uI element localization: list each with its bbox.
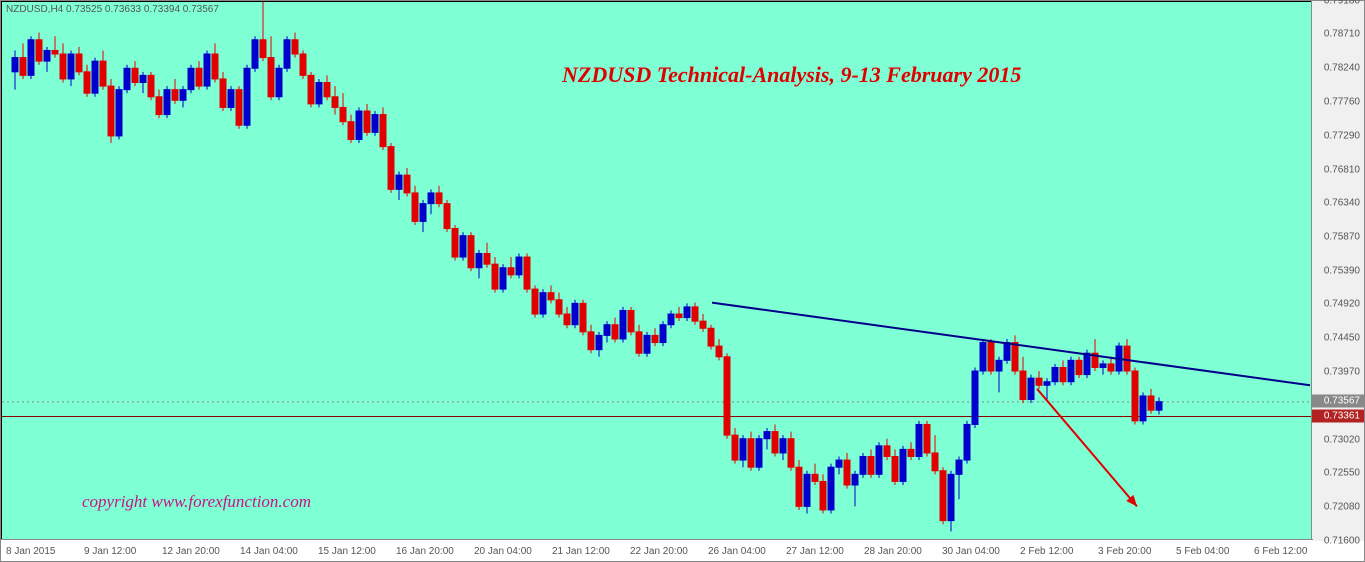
y-tick: 0.78240 bbox=[1324, 62, 1360, 73]
y-tick: 0.75390 bbox=[1324, 266, 1360, 277]
y-tick: 0.78710 bbox=[1324, 29, 1360, 40]
x-tick: 21 Jan 12:00 bbox=[552, 546, 610, 557]
y-tick: 0.77290 bbox=[1324, 130, 1360, 141]
y-tick: 0.79180 bbox=[1324, 0, 1360, 7]
y-tick: 0.72550 bbox=[1324, 468, 1360, 479]
x-tick: 16 Jan 20:00 bbox=[396, 546, 454, 557]
y-tick: 0.73361 bbox=[1312, 409, 1364, 422]
x-tick: 8 Jan 2015 bbox=[6, 546, 56, 557]
x-tick: 28 Jan 20:00 bbox=[864, 546, 922, 557]
ticker-label: NZDUSD,H4 0.73525 0.73633 0.73394 0.7356… bbox=[6, 4, 219, 15]
y-tick: 0.73970 bbox=[1324, 367, 1360, 378]
x-tick: 5 Feb 04:00 bbox=[1176, 546, 1229, 557]
y-tick: 0.76810 bbox=[1324, 164, 1360, 175]
x-tick: 27 Jan 12:00 bbox=[786, 546, 844, 557]
chart-title: NZDUSD Technical-Analysis, 9-13 February… bbox=[562, 62, 1021, 88]
x-tick: 6 Feb 12:00 bbox=[1254, 546, 1307, 557]
x-tick: 12 Jan 20:00 bbox=[162, 546, 220, 557]
y-tick: 0.75870 bbox=[1324, 231, 1360, 242]
y-axis: 0.79180 0.78710 0.78240 0.77760 0.77290 0.768… bbox=[1311, 1, 1364, 541]
x-tick: 22 Jan 20:00 bbox=[630, 546, 688, 557]
copyright-text: copyright www.forexfunction.com bbox=[82, 492, 311, 512]
x-tick: 3 Feb 20:00 bbox=[1098, 546, 1151, 557]
y-tick: 0.74920 bbox=[1324, 299, 1360, 310]
x-axis: 8 Jan 2015 9 Jan 12:00 12 Jan 20:00 14 Jan … bbox=[1, 539, 1313, 561]
x-tick: 9 Jan 12:00 bbox=[84, 546, 136, 557]
y-tick: 0.77760 bbox=[1324, 97, 1360, 108]
x-tick: 26 Jan 04:00 bbox=[708, 546, 766, 557]
x-tick: 20 Jan 04:00 bbox=[474, 546, 532, 557]
y-tick: 0.73567 bbox=[1312, 394, 1364, 407]
y-tick: 0.74450 bbox=[1324, 332, 1360, 343]
x-tick: 14 Jan 04:00 bbox=[240, 546, 298, 557]
chart-container: NZDUSD,H4 0.73525 0.73633 0.73394 0.7356… bbox=[0, 0, 1365, 562]
y-tick: 0.71600 bbox=[1324, 536, 1360, 547]
y-tick: 0.76340 bbox=[1324, 198, 1360, 209]
x-tick: 15 Jan 12:00 bbox=[318, 546, 376, 557]
x-tick: 30 Jan 04:00 bbox=[942, 546, 1000, 557]
x-tick: 2 Feb 12:00 bbox=[1020, 546, 1073, 557]
y-tick: 0.73020 bbox=[1324, 434, 1360, 445]
plot-area[interactable]: NZDUSD,H4 0.73525 0.73633 0.73394 0.7356… bbox=[1, 1, 1313, 541]
y-tick: 0.72080 bbox=[1324, 501, 1360, 512]
